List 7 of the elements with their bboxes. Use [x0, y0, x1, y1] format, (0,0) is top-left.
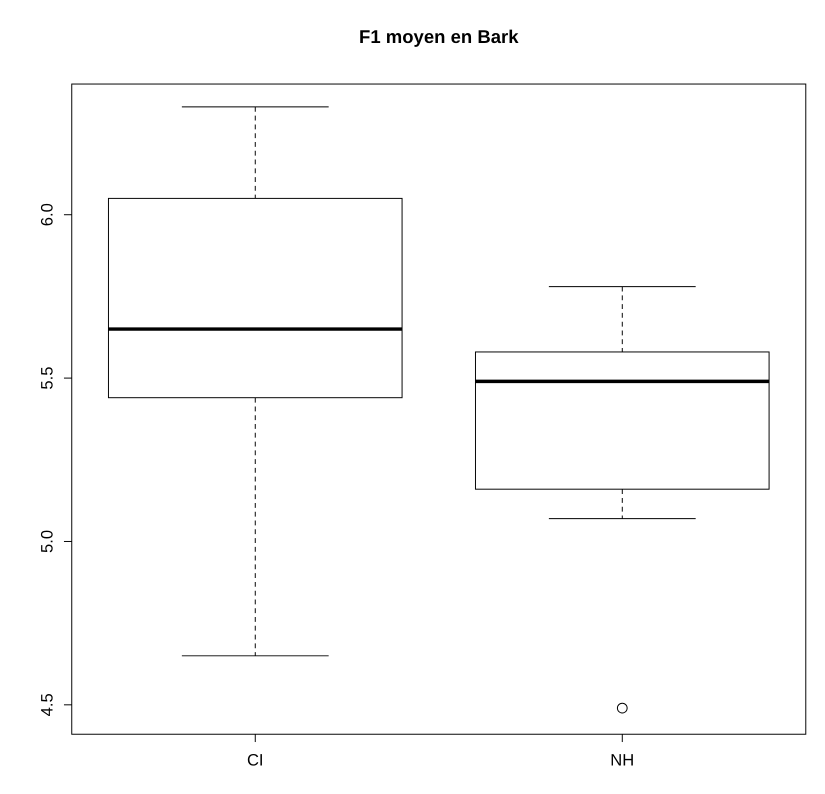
y-tick-label: 5.5: [37, 366, 56, 390]
x-tick-label: CI: [246, 750, 264, 770]
x-tick-label: NH: [610, 750, 634, 770]
chart-title: F1 moyen en Bark: [359, 26, 520, 48]
y-tick-label: 4.5: [37, 693, 56, 716]
y-tick-label: 5.0: [37, 530, 56, 553]
y-tick-label: 6.0: [37, 203, 56, 226]
